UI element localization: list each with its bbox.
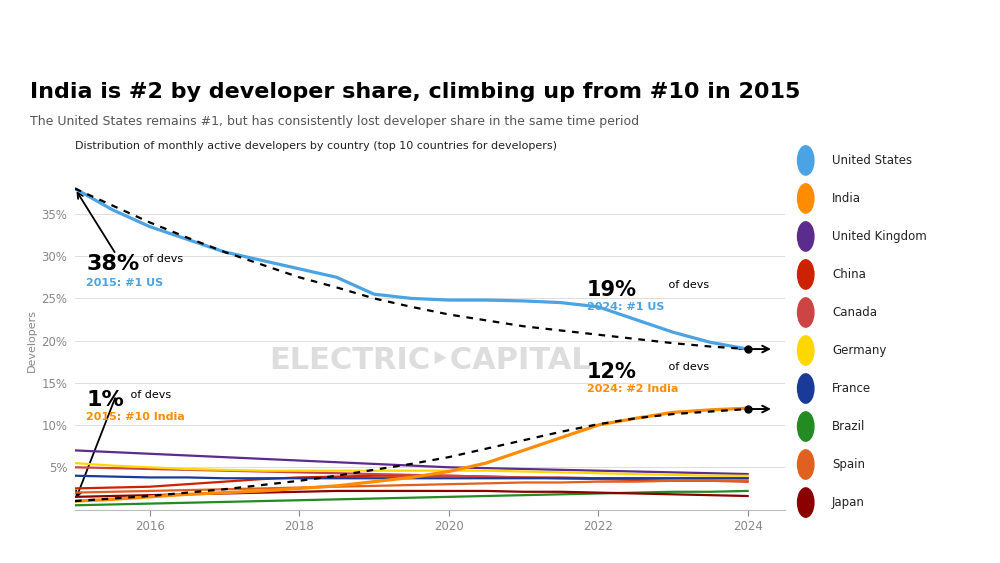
- Text: of devs: of devs: [665, 280, 710, 290]
- Text: Brazil: Brazil: [832, 420, 865, 433]
- Circle shape: [798, 222, 814, 251]
- Text: 2024: #2 India: 2024: #2 India: [587, 384, 678, 394]
- Circle shape: [798, 488, 814, 517]
- Text: ELECTRIC‣CAPITAL: ELECTRIC‣CAPITAL: [269, 346, 591, 376]
- Text: Germany: Germany: [832, 344, 886, 357]
- Text: Spain: Spain: [832, 458, 865, 471]
- Text: China: China: [832, 268, 866, 281]
- Circle shape: [798, 298, 814, 327]
- Text: ELECTRIC‣CAPITAL: ELECTRIC‣CAPITAL: [18, 12, 158, 25]
- Text: India: India: [832, 192, 861, 205]
- Y-axis label: Developers: Developers: [27, 309, 37, 372]
- Text: India is #2 by developer share, climbing up from #10 in 2015: India is #2 by developer share, climbing…: [30, 82, 800, 102]
- Text: 12%: 12%: [587, 362, 637, 382]
- Circle shape: [798, 146, 814, 175]
- Text: United States: United States: [832, 154, 912, 167]
- Text: Canada: Canada: [832, 306, 877, 319]
- Text: 1%: 1%: [86, 390, 124, 410]
- Text: 2015: #1 US: 2015: #1 US: [86, 278, 163, 288]
- Circle shape: [798, 412, 814, 441]
- Text: Japan: Japan: [832, 496, 865, 509]
- Text: of devs: of devs: [665, 362, 710, 372]
- Text: 38%: 38%: [86, 254, 139, 275]
- Circle shape: [798, 336, 814, 365]
- Text: 30: 30: [967, 12, 984, 25]
- Circle shape: [798, 184, 814, 213]
- Text: France: France: [832, 382, 871, 395]
- Text: 2024: #1 US: 2024: #1 US: [587, 302, 664, 312]
- Text: 2024‣DeveloperReport.com: 2024‣DeveloperReport.com: [417, 12, 583, 25]
- Text: The United States remains #1, but has consistently lost developer share in the s: The United States remains #1, but has co…: [30, 115, 639, 128]
- Text: United Kingdom: United Kingdom: [832, 230, 927, 243]
- Text: Distribution of monthly active developers by country (top 10 countries for devel: Distribution of monthly active developer…: [75, 141, 557, 151]
- Circle shape: [798, 260, 814, 289]
- Text: 2015: #10 India: 2015: #10 India: [86, 412, 185, 422]
- Circle shape: [798, 374, 814, 403]
- Circle shape: [798, 450, 814, 479]
- Text: 19%: 19%: [587, 280, 637, 300]
- Text: of devs: of devs: [139, 254, 183, 265]
- Text: of devs: of devs: [127, 390, 171, 400]
